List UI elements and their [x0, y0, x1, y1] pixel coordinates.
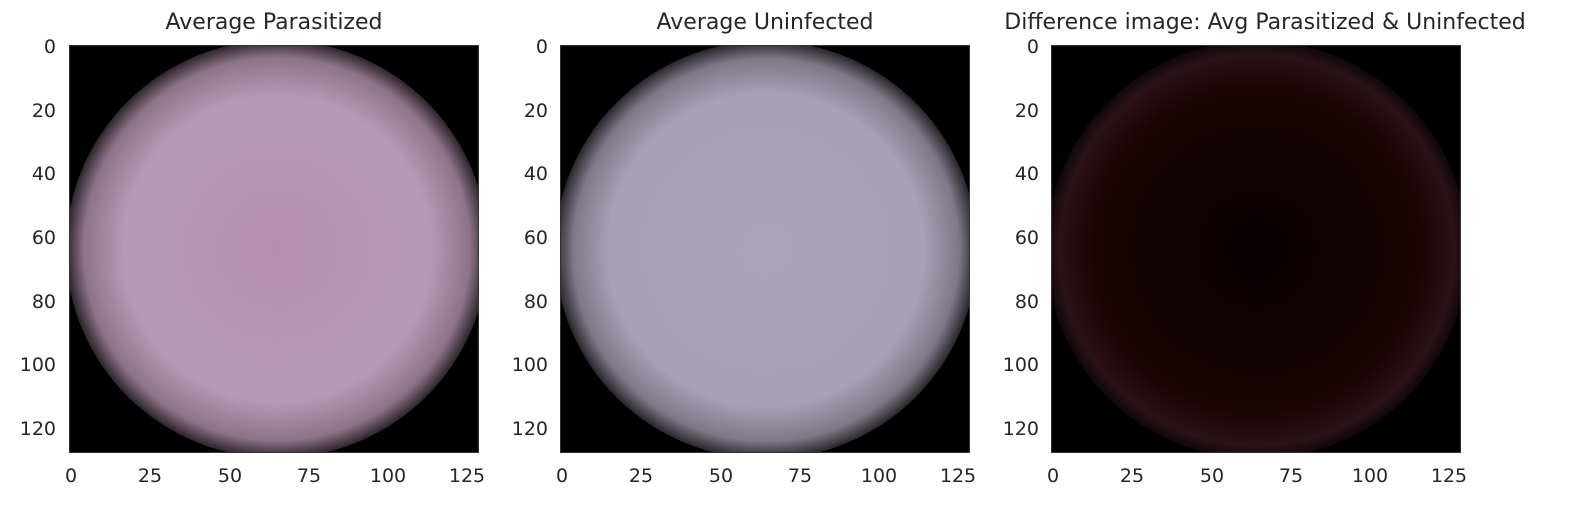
panel-title: Average Uninfected	[656, 10, 874, 35]
x-tick-label: 125	[448, 465, 486, 487]
y-tick-label: 60	[1014, 227, 1039, 249]
image-frame	[1051, 45, 1461, 453]
x-tick-label: 25	[137, 465, 163, 487]
x-tick-label: 0	[555, 465, 569, 487]
panel-title: Average Parasitized	[165, 10, 383, 35]
x-tick-label: 0	[1046, 465, 1060, 487]
x-tick-label: 50	[217, 465, 243, 487]
y-tick-label: 40	[31, 163, 56, 185]
y-tick-label: 20	[31, 100, 56, 122]
y-tick-label: 100	[19, 354, 56, 376]
y-tick-label: 80	[523, 291, 548, 313]
average-parasitized-image	[70, 46, 478, 452]
y-tick-label: 100	[511, 354, 548, 376]
y-tick-label: 80	[31, 291, 56, 313]
image-frame	[560, 45, 970, 453]
y-tick-label: 100	[1002, 354, 1039, 376]
panel-parasitized: Average Parasitized 0 20 40 60 80 100 12…	[0, 0, 600, 506]
x-tick-label: 100	[860, 465, 898, 487]
panel-difference: Difference image: Avg Parasitized & Unin…	[983, 0, 1571, 506]
y-tick-label: 40	[523, 163, 548, 185]
image-frame	[69, 45, 479, 453]
x-tick-label: 0	[64, 465, 78, 487]
y-tick-label: 20	[1014, 100, 1039, 122]
y-tick-label: 60	[31, 227, 56, 249]
y-tick-label: 120	[511, 418, 548, 440]
y-tick-label: 20	[523, 100, 548, 122]
y-tick-label: 40	[1014, 163, 1039, 185]
difference-image	[1052, 46, 1460, 452]
average-uninfected-image	[561, 46, 969, 452]
x-tick-label: 125	[939, 465, 977, 487]
x-tick-label: 100	[1351, 465, 1389, 487]
panel-uninfected: Average Uninfected 0 20 40 60 80 100 120…	[492, 0, 1092, 506]
y-tick-label: 60	[523, 227, 548, 249]
x-tick-label: 50	[1199, 465, 1225, 487]
y-tick-label: 120	[1002, 418, 1039, 440]
x-tick-label: 25	[628, 465, 654, 487]
y-tick-label: 80	[1014, 291, 1039, 313]
x-tick-label: 100	[369, 465, 407, 487]
y-tick-label: 0	[1026, 36, 1039, 58]
x-tick-label: 75	[1278, 465, 1304, 487]
y-tick-label: 120	[19, 418, 56, 440]
x-tick-label: 75	[296, 465, 322, 487]
panel-title: Difference image: Avg Parasitized & Unin…	[1004, 10, 1526, 35]
x-tick-label: 50	[708, 465, 734, 487]
y-tick-label: 0	[43, 36, 56, 58]
y-tick-label: 0	[535, 36, 548, 58]
x-tick-label: 125	[1430, 465, 1468, 487]
x-tick-label: 75	[787, 465, 813, 487]
x-tick-label: 25	[1119, 465, 1145, 487]
